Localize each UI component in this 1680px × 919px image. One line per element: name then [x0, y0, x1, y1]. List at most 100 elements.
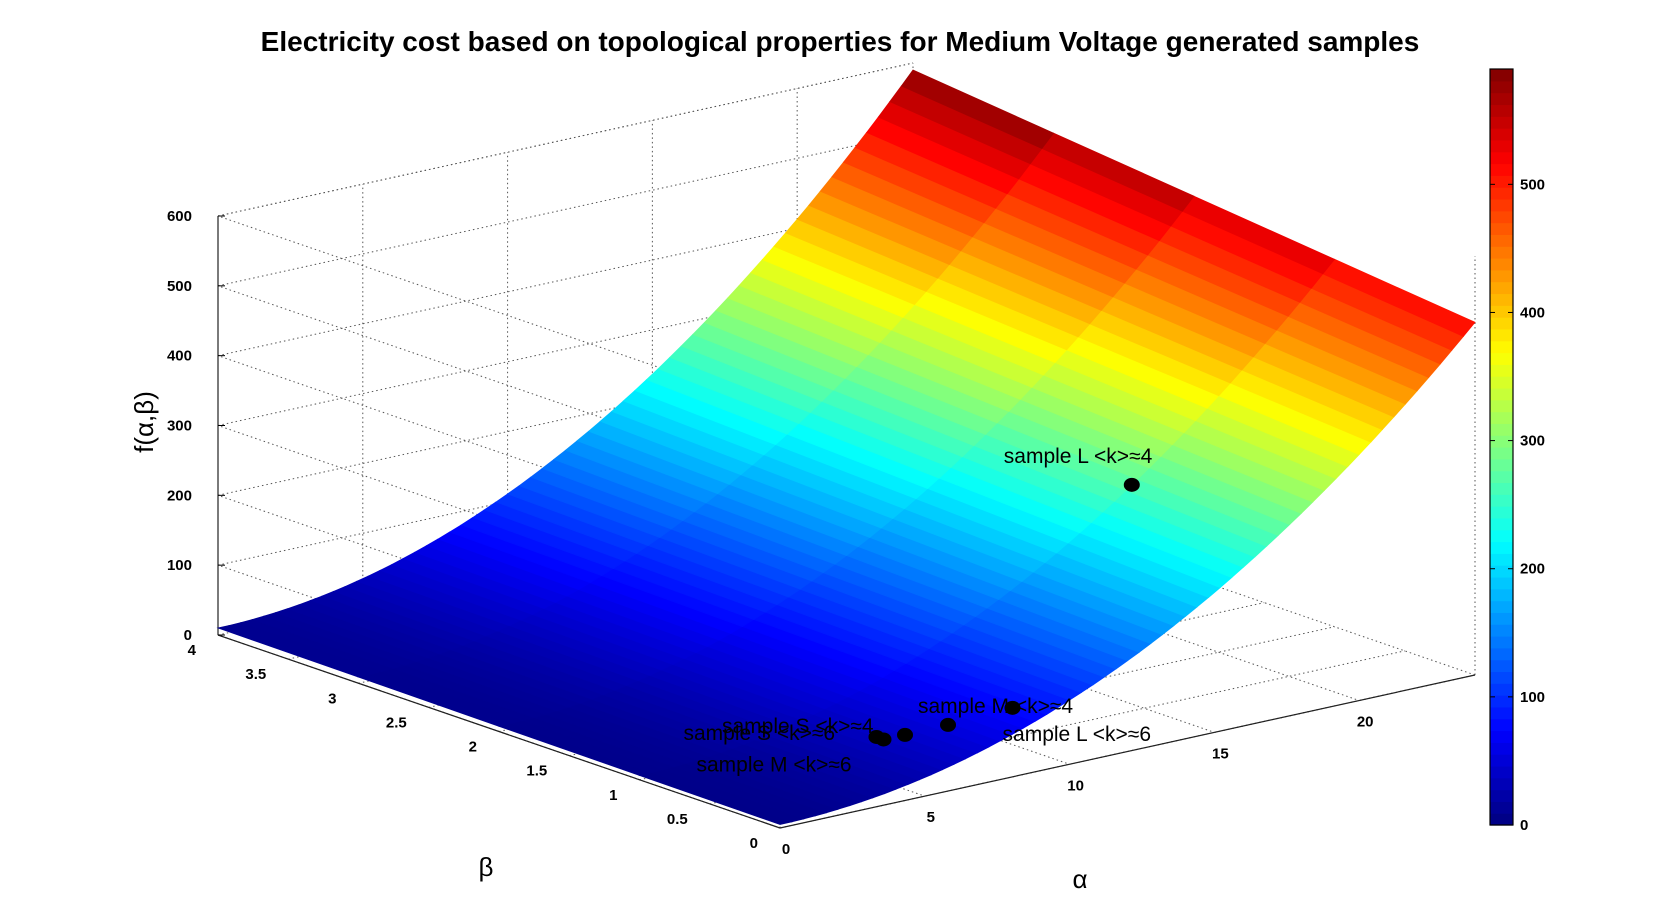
colorbar-segment [1490, 529, 1513, 543]
colorbar-segment [1490, 198, 1513, 212]
colorbar-segment [1490, 435, 1513, 448]
colorbar-segment [1490, 376, 1513, 389]
colorbar-segment [1490, 175, 1513, 188]
colorbar-segment [1490, 317, 1513, 330]
grid-line [217, 132, 914, 287]
colorbar-segment [1490, 671, 1513, 684]
sample-label: sample L <k>≈6 [1003, 723, 1152, 746]
colorbar-segment [1490, 80, 1513, 94]
colorbar-segment [1490, 411, 1513, 424]
colorbar-segment [1490, 718, 1513, 732]
x-tick-label: 20 [1357, 714, 1374, 731]
sample-label: sample M <k>≈6 [697, 753, 852, 776]
x-axis-line [779, 674, 1476, 829]
colorbar-segment [1490, 494, 1513, 507]
colorbar-tick-label: 100 [1520, 689, 1545, 706]
colorbar-segment [1490, 258, 1513, 271]
y-axis-label: β [479, 852, 494, 882]
surface-plot [216, 69, 1476, 825]
sample-label: sample L <k>≈4 [1004, 445, 1153, 468]
colorbar-tick-label: 400 [1520, 304, 1545, 321]
z-tick-label: 200 [167, 487, 192, 504]
colorbar-segment [1490, 588, 1513, 602]
colorbar-segment [1490, 624, 1513, 637]
colorbar-segment [1490, 695, 1513, 708]
y-tick-label: 1 [609, 787, 617, 804]
colorbar-segment [1490, 340, 1513, 354]
colorbar-segment [1490, 576, 1513, 590]
colorbar-segment [1490, 387, 1513, 401]
x-tick-label: 10 [1067, 777, 1084, 794]
colorbar-segment [1490, 328, 1513, 342]
colorbar-segment [1490, 293, 1513, 306]
x-tick-label: 0 [782, 841, 790, 858]
sample-marker [897, 727, 914, 742]
colorbar-segment [1490, 789, 1513, 802]
z-axis-label: f(α,β) [129, 391, 159, 453]
sample-label: sample S <k>≈6 [683, 722, 835, 745]
colorbar-segment [1490, 754, 1513, 767]
colorbar-segment [1490, 553, 1513, 566]
colorbar-segment [1490, 777, 1513, 791]
grid-line [217, 341, 914, 496]
colorbar-segment [1490, 636, 1513, 649]
y-tick-label: 1.5 [526, 763, 547, 780]
y-tick-label: 2 [469, 739, 477, 756]
sample-label: sample S <k>≈4 [722, 715, 874, 738]
colorbar-segment [1490, 246, 1513, 259]
colorbar-segment [1490, 210, 1513, 224]
colorbar-segment [1490, 801, 1513, 814]
colorbar-segment [1490, 399, 1513, 413]
colorbar-segment [1490, 565, 1513, 578]
colorbar-segment [1490, 482, 1513, 495]
colorbar-segment [1490, 706, 1513, 720]
sample-marker [1123, 477, 1140, 492]
colorbar-segment [1490, 364, 1513, 377]
colorbar-segment [1490, 765, 1513, 779]
colorbar-segment [1490, 305, 1513, 318]
colorbar-tick-label: 200 [1520, 561, 1545, 578]
colorbar-segment [1490, 517, 1513, 531]
z-tick-label: 300 [167, 418, 192, 435]
colorbar-frame [1489, 68, 1514, 826]
colorbar-tick-label: 500 [1520, 176, 1545, 193]
sample-marker [875, 732, 892, 747]
grid-line [217, 272, 914, 426]
colorbar-segment [1490, 813, 1513, 826]
colorbar-segment [1490, 116, 1513, 129]
colorbar-segment [1490, 659, 1513, 673]
y-tick-label: 0.5 [667, 811, 688, 828]
colorbar: 0 100 200 300 400 500 [1489, 68, 1545, 834]
colorbar-tick-label: 0 [1520, 817, 1528, 834]
surface-patch [900, 69, 1055, 149]
sample-label: sample M <k>≈4 [918, 695, 1073, 718]
x-axis-label: α [1072, 864, 1087, 894]
box-edge [217, 62, 914, 217]
sample-marker [940, 717, 957, 732]
colorbar-segment [1490, 281, 1513, 295]
axis-ticks: 010020030040050060000.511.522.533.540510… [167, 208, 1374, 858]
colorbar-segment [1490, 234, 1513, 247]
y-tick-label: 2.5 [386, 714, 407, 731]
colorbar-segment [1490, 470, 1513, 484]
colorbar-segment [1490, 730, 1513, 743]
colorbar-segment [1490, 151, 1513, 165]
colorbar-segment [1490, 447, 1513, 460]
colorbar-segment [1490, 269, 1513, 283]
x-tick-label: 15 [1212, 745, 1229, 762]
colorbar-segment [1490, 352, 1513, 365]
colorbar-segment [1490, 683, 1513, 696]
colorbar-segment [1490, 742, 1513, 755]
colorbar-segment [1490, 458, 1513, 472]
z-tick-label: 500 [167, 278, 192, 295]
grid-line [709, 650, 1405, 805]
grid-line [217, 202, 914, 357]
colorbar-segment [1490, 139, 1513, 153]
colorbar-segment [1490, 647, 1513, 661]
colorbar-segment [1490, 187, 1513, 200]
z-tick-label: 0 [184, 627, 192, 644]
chart-title: Electricity cost based on topological pr… [261, 26, 1420, 57]
colorbar-segment [1490, 423, 1513, 436]
y-tick-label: 0 [750, 835, 758, 852]
